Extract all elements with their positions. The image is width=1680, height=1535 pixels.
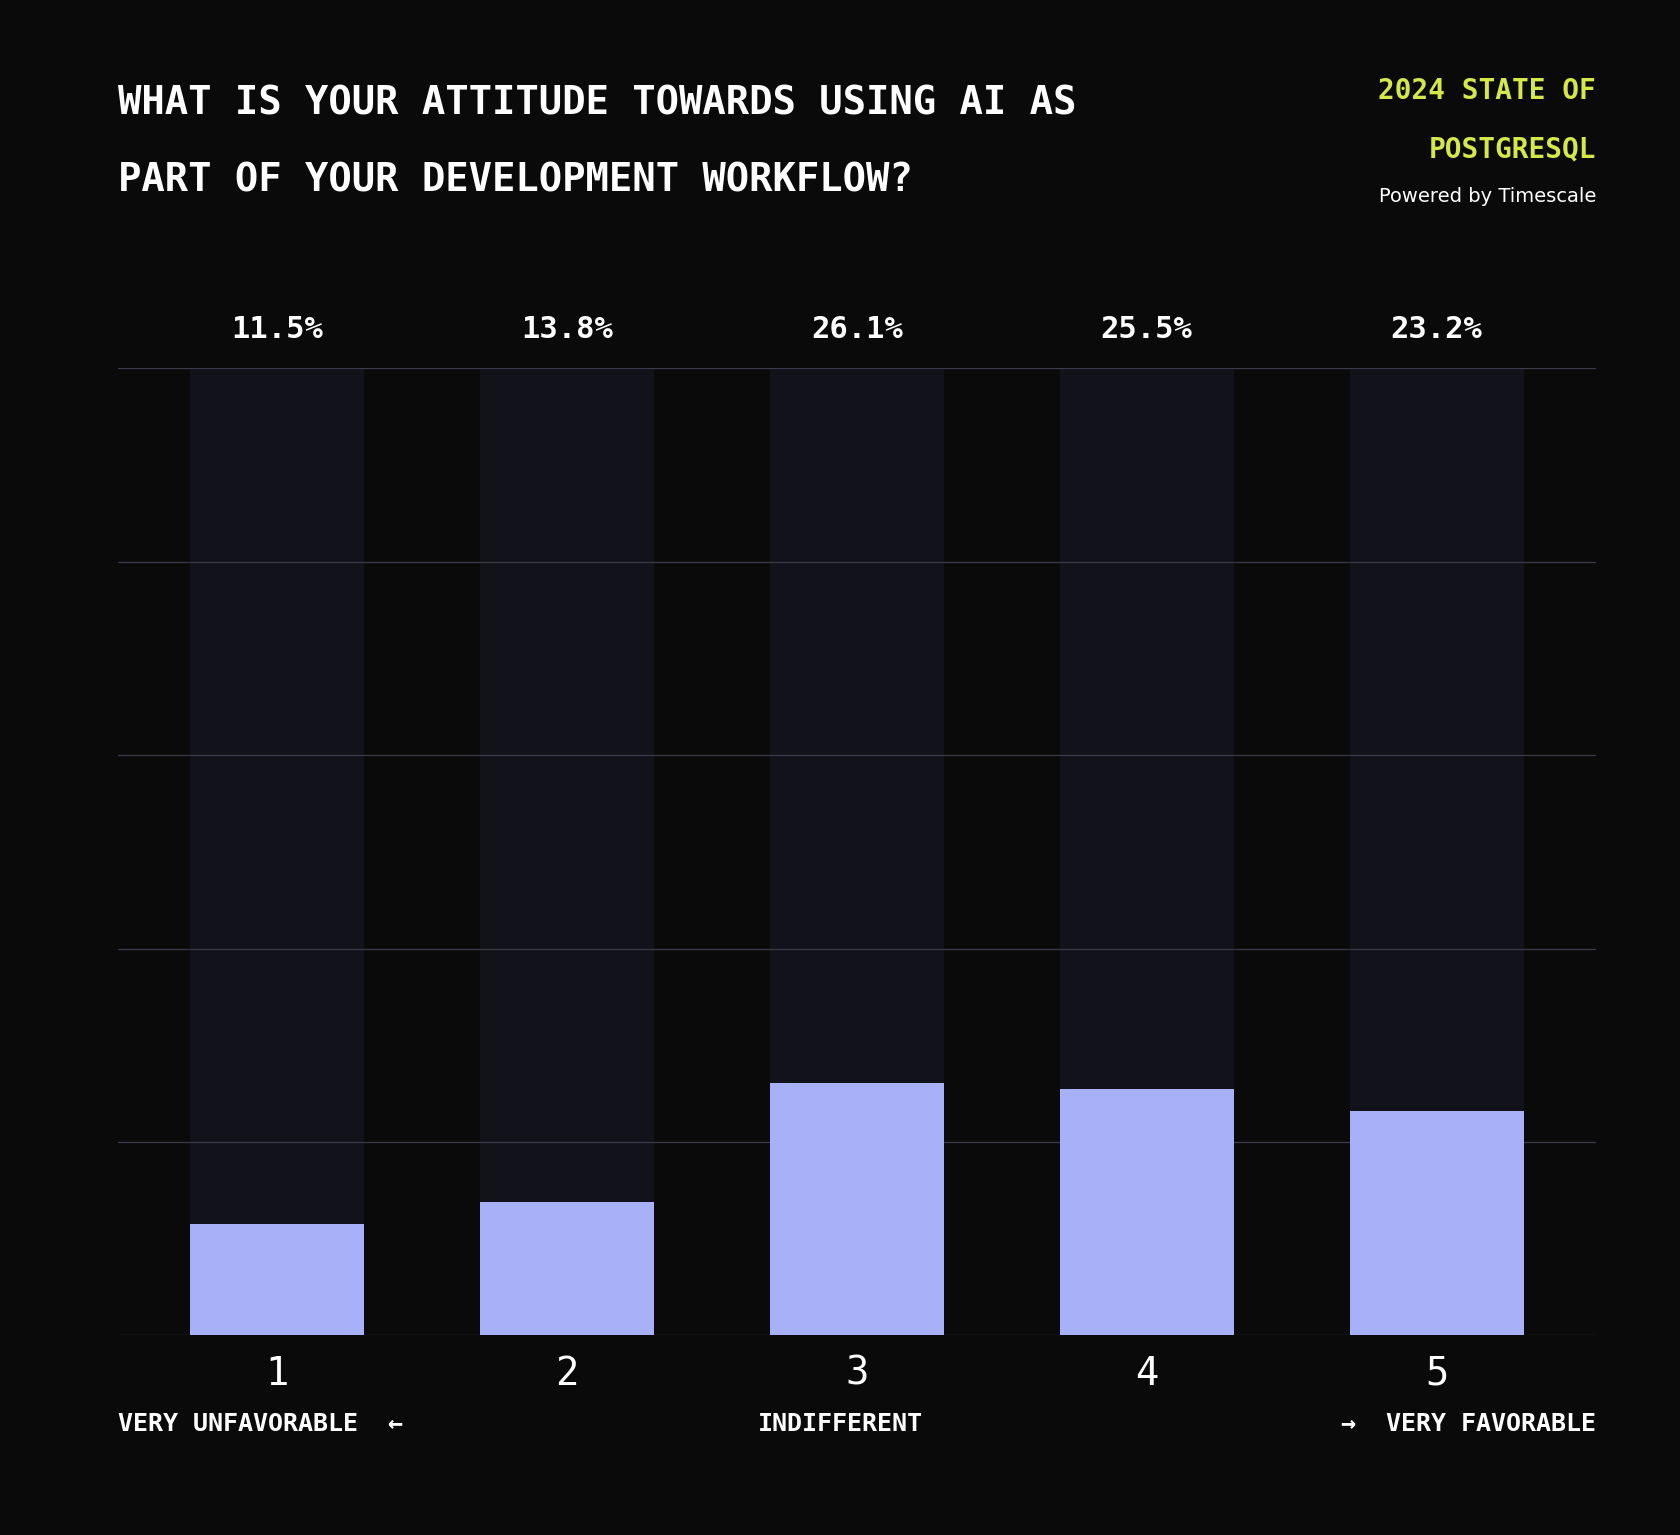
Text: Powered by Timescale: Powered by Timescale — [1379, 187, 1596, 206]
Bar — [480, 1202, 654, 1335]
Text: WHAT IS YOUR ATTITUDE TOWARDS USING AI AS: WHAT IS YOUR ATTITUDE TOWARDS USING AI A… — [118, 84, 1075, 123]
Text: 2024 STATE OF: 2024 STATE OF — [1378, 77, 1596, 104]
Text: 23.2%: 23.2% — [1391, 315, 1482, 344]
Text: VERY UNFAVORABLE  ←: VERY UNFAVORABLE ← — [118, 1412, 403, 1437]
Bar — [1349, 368, 1524, 1335]
Text: →  VERY FAVORABLE: → VERY FAVORABLE — [1341, 1412, 1596, 1437]
Bar — [1060, 368, 1233, 1335]
Text: PART OF YOUR DEVELOPMENT WORKFLOW?: PART OF YOUR DEVELOPMENT WORKFLOW? — [118, 161, 912, 200]
Bar — [480, 368, 654, 1335]
Bar — [190, 368, 365, 1335]
Text: 13.8%: 13.8% — [521, 315, 613, 344]
Bar — [769, 368, 944, 1335]
Bar — [190, 1225, 365, 1335]
Bar — [769, 1084, 944, 1335]
Text: 26.1%: 26.1% — [811, 315, 902, 344]
Text: INDIFFERENT: INDIFFERENT — [758, 1412, 922, 1437]
Text: 25.5%: 25.5% — [1100, 315, 1193, 344]
Bar — [1060, 1088, 1233, 1335]
Text: 11.5%: 11.5% — [232, 315, 323, 344]
Bar — [1349, 1111, 1524, 1335]
Text: POSTGRESQL: POSTGRESQL — [1428, 135, 1596, 163]
